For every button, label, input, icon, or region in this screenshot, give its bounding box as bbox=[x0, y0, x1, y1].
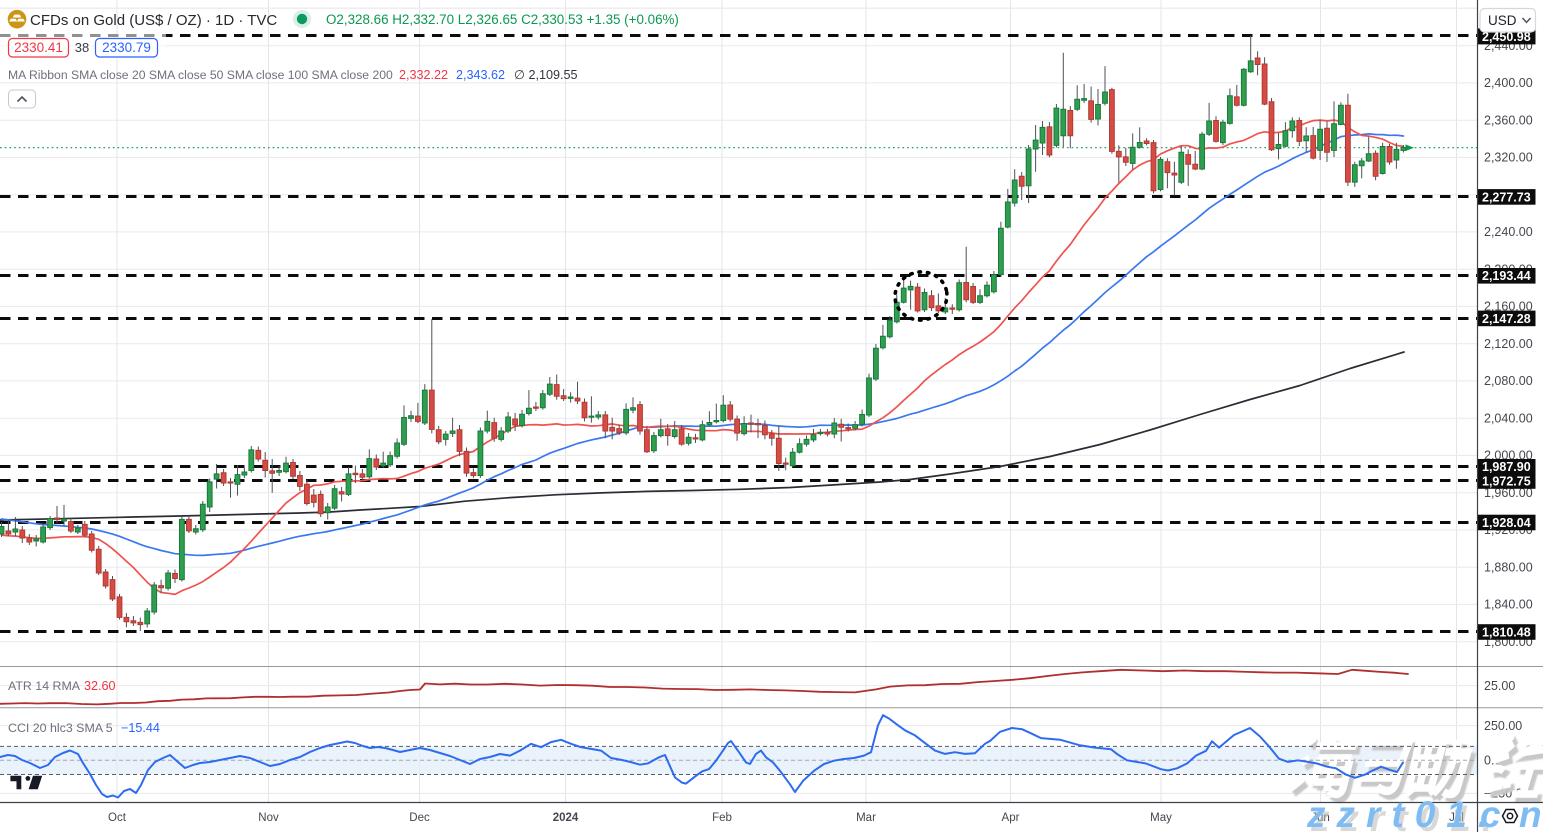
svg-text:Jun: Jun bbox=[1311, 812, 1330, 824]
svg-text:May: May bbox=[1150, 812, 1172, 824]
svg-text:zzrt01.: zzrt01. bbox=[1310, 798, 1503, 832]
svg-text:O2,328.66 H2,332.70 L2,326.65: O2,328.66 H2,332.70 L2,326.65 C2,330.53 … bbox=[326, 12, 679, 27]
svg-text:1,928.04: 1,928.04 bbox=[1482, 516, 1531, 530]
svg-text:2,360.00: 2,360.00 bbox=[1484, 113, 1533, 127]
svg-text:2330.79: 2330.79 bbox=[102, 40, 151, 55]
svg-text:Oct: Oct bbox=[108, 812, 127, 824]
svg-text:USD: USD bbox=[1488, 13, 1517, 28]
svg-text:Dec: Dec bbox=[409, 812, 430, 824]
svg-text:38: 38 bbox=[75, 40, 89, 55]
svg-text:2,332.22: 2,332.22 bbox=[399, 68, 448, 82]
svg-text:Feb: Feb bbox=[712, 812, 732, 824]
svg-text:2,400.00: 2,400.00 bbox=[1484, 76, 1533, 90]
svg-text:n: n bbox=[1519, 794, 1542, 832]
svg-text:MA Ribbon SMA close 20 SMA clo: MA Ribbon SMA close 20 SMA close 50 SMA … bbox=[8, 68, 393, 82]
svg-text:ATR 14 RMA: ATR 14 RMA bbox=[8, 679, 81, 693]
svg-text:Jul: Jul bbox=[1449, 812, 1464, 824]
svg-text:2,343.62: 2,343.62 bbox=[456, 68, 505, 82]
svg-text:2,193.44: 2,193.44 bbox=[1482, 269, 1531, 283]
svg-text:2330.41: 2330.41 bbox=[14, 40, 63, 55]
svg-text:zzrt01.: zzrt01. bbox=[1306, 794, 1499, 832]
svg-text:2,120.00: 2,120.00 bbox=[1484, 337, 1533, 351]
svg-text:1,960.00: 1,960.00 bbox=[1484, 486, 1533, 500]
svg-text:1,987.90: 1,987.90 bbox=[1482, 460, 1531, 474]
svg-text:CFDs on Gold (US$ / OZ) · 1D ·: CFDs on Gold (US$ / OZ) · 1D · TVC bbox=[30, 12, 277, 29]
svg-text:2,277.73: 2,277.73 bbox=[1482, 190, 1531, 204]
svg-text:1,880.00: 1,880.00 bbox=[1484, 560, 1533, 574]
svg-text:2,160.00: 2,160.00 bbox=[1484, 300, 1533, 314]
svg-text:∅ 2,109.55: ∅ 2,109.55 bbox=[514, 68, 578, 82]
svg-text:250.00: 250.00 bbox=[1484, 719, 1522, 733]
svg-text:1,972.75: 1,972.75 bbox=[1482, 474, 1531, 488]
svg-text:−15.44: −15.44 bbox=[121, 721, 160, 735]
svg-text:Apr: Apr bbox=[1002, 812, 1020, 824]
svg-text:2,147.28: 2,147.28 bbox=[1482, 312, 1531, 326]
svg-text:2,450.98: 2,450.98 bbox=[1482, 30, 1531, 44]
svg-text:2024: 2024 bbox=[553, 812, 579, 824]
svg-text:1,810.48: 1,810.48 bbox=[1482, 625, 1531, 639]
svg-text:32.60: 32.60 bbox=[84, 679, 116, 693]
svg-text:c: c bbox=[1480, 794, 1501, 832]
svg-text:2,320.00: 2,320.00 bbox=[1484, 151, 1533, 165]
svg-text:CCI 20 hlc3 SMA 5: CCI 20 hlc3 SMA 5 bbox=[8, 721, 113, 735]
svg-text:Nov: Nov bbox=[258, 812, 279, 824]
svg-text:2,080.00: 2,080.00 bbox=[1484, 374, 1533, 388]
svg-text:Mar: Mar bbox=[856, 812, 876, 824]
svg-text:1,840.00: 1,840.00 bbox=[1484, 598, 1533, 612]
svg-text:2,040.00: 2,040.00 bbox=[1484, 411, 1533, 425]
svg-text:25.00: 25.00 bbox=[1484, 679, 1515, 693]
svg-text:2,240.00: 2,240.00 bbox=[1484, 225, 1533, 239]
